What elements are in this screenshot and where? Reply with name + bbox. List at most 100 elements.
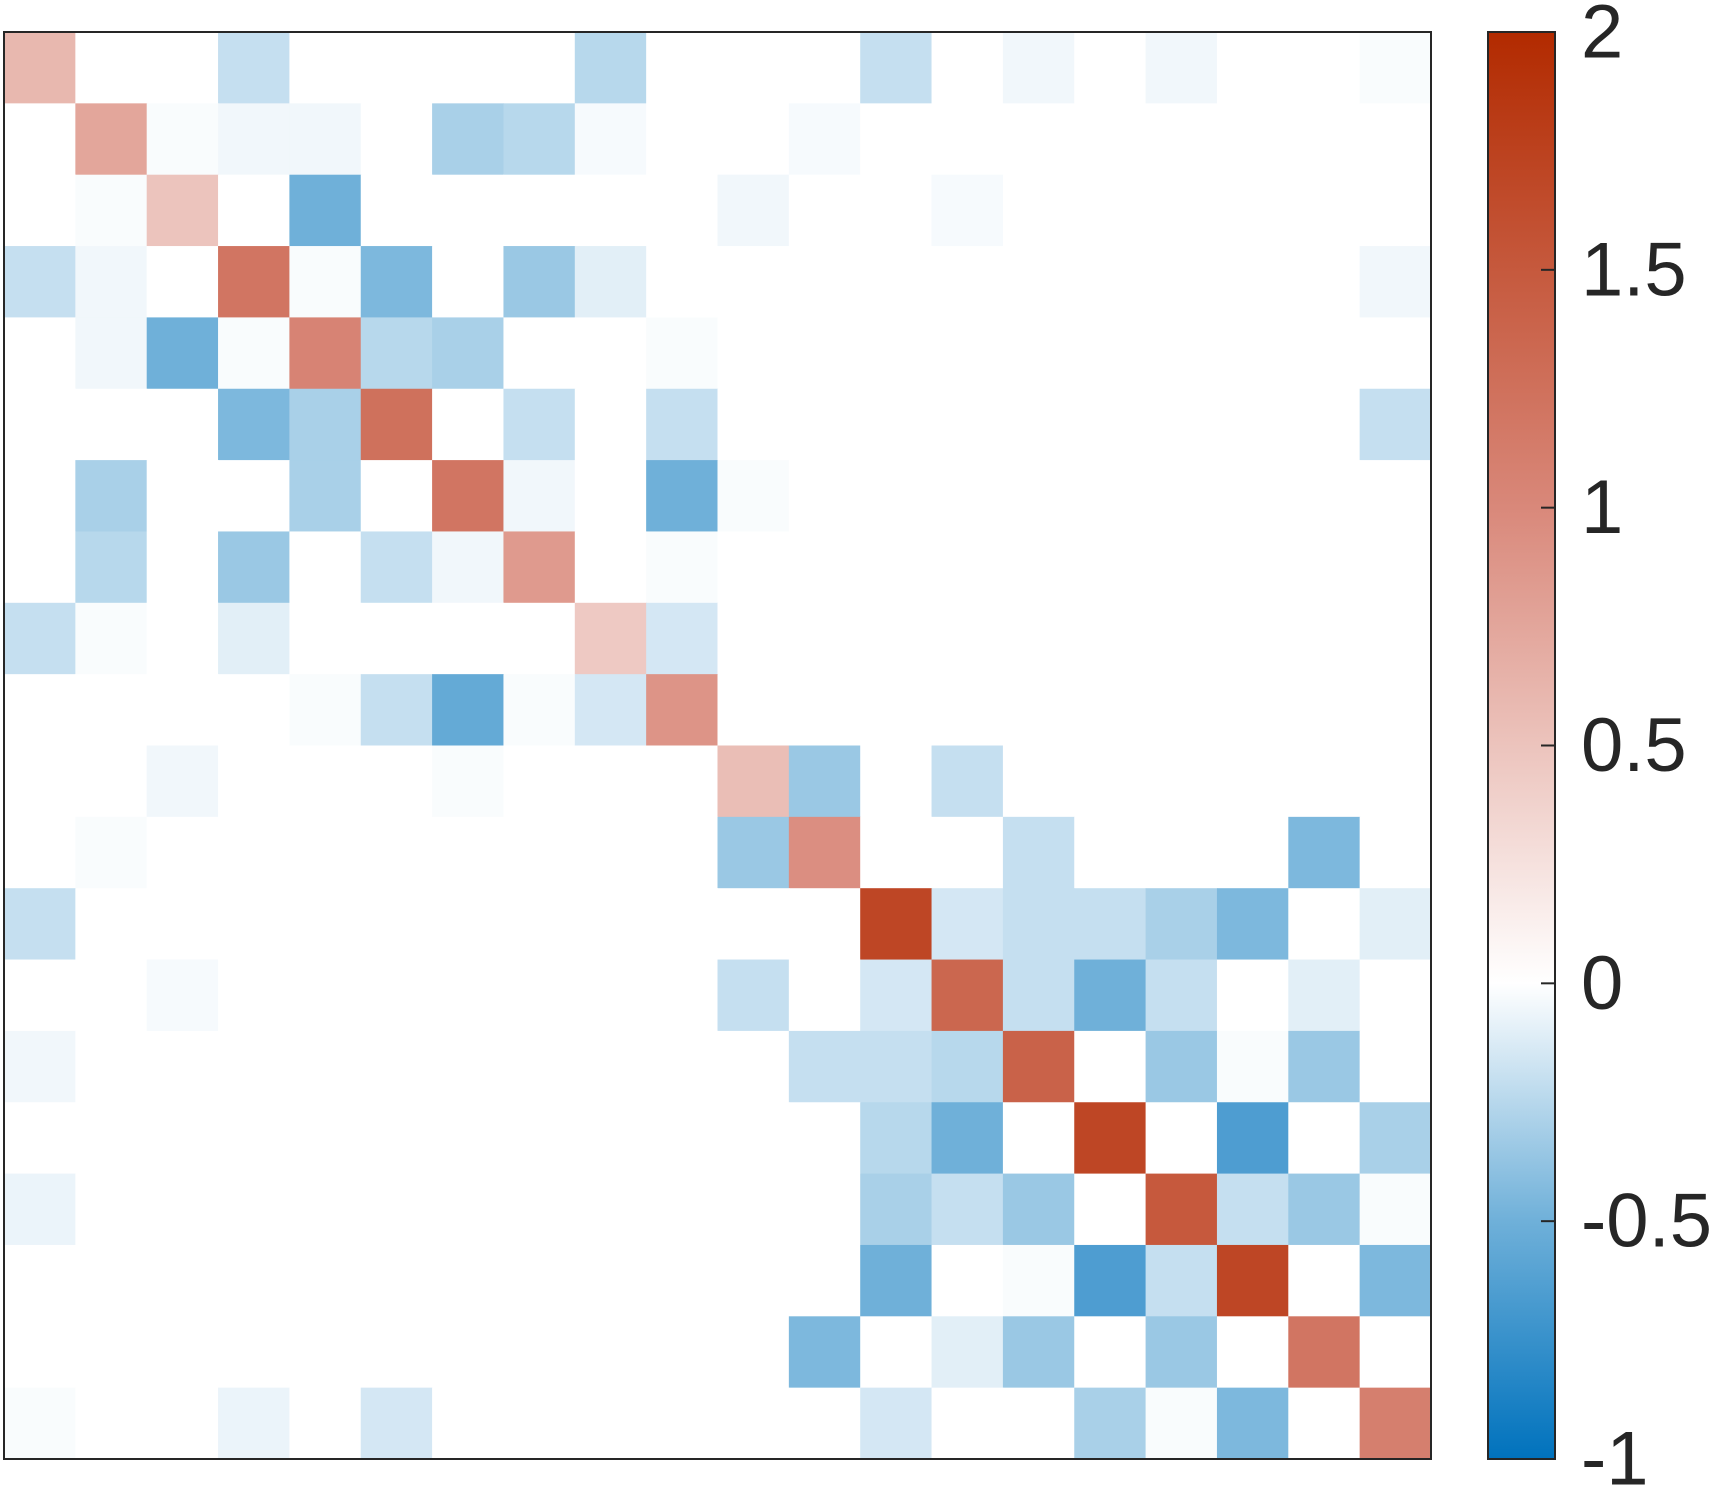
heatmap-cell [1145,317,1218,390]
heatmap-cell [931,816,1004,889]
heatmap-cell [1359,1387,1432,1460]
heatmap-cell [503,246,576,318]
heatmap-cell [574,103,647,176]
heatmap-cell [289,531,362,604]
heatmap-cell [146,959,219,1032]
heatmap-cell [1359,1316,1432,1389]
heatmap-cell [146,1244,219,1317]
heatmap-cell [432,1030,505,1103]
heatmap-cell [860,531,933,604]
heatmap-cell [646,602,719,675]
heatmap-cell [503,174,576,247]
heatmap-cell [360,1387,433,1460]
heatmap-cell [503,1316,576,1389]
heatmap-cell [788,460,861,533]
heatmap-cell [1288,460,1361,533]
heatmap-cell [931,103,1004,176]
heatmap-cell [503,1030,576,1103]
heatmap-cell [646,1387,719,1460]
heatmap-cell [218,531,290,604]
heatmap-cell [432,959,505,1032]
heatmap-cell [75,317,148,390]
heatmap-cell [432,388,505,461]
heatmap-cell [1074,816,1147,889]
heatmap-cell [1216,32,1289,104]
heatmap-cell [432,1102,505,1175]
heatmap-cell [432,674,505,747]
heatmap-cell [218,1387,290,1460]
heatmap-cell [289,1244,362,1317]
heatmap-cell [860,103,933,176]
colorbar-tick-label: 0.5 [1581,703,1687,788]
heatmap-cell [4,745,76,818]
heatmap-cell [1288,602,1361,675]
heatmap-cell [574,959,647,1032]
heatmap-cell [1145,959,1218,1032]
heatmap-cell [931,1387,1004,1460]
heatmap-cell [1288,1244,1361,1317]
heatmap-cell [1002,317,1075,390]
heatmap-cell [931,888,1004,961]
heatmap-cell [717,745,790,818]
heatmap-cell [75,1102,148,1175]
heatmap-cell [360,174,433,247]
heatmap-cell [1145,602,1218,675]
heatmap-cell [1002,531,1075,604]
heatmap-cell [218,888,290,961]
heatmap-cell [574,531,647,604]
heatmap-cell [931,959,1004,1032]
heatmap-cell [574,1102,647,1175]
heatmap-cell [1145,174,1218,247]
heatmap-cell [1074,1316,1147,1389]
heatmap-cell [75,531,148,604]
heatmap-cell [1216,888,1289,961]
heatmap-cell [1145,1387,1218,1460]
heatmap-cell [860,888,933,961]
heatmap-cell [1074,745,1147,818]
heatmap-cell [1359,745,1432,818]
heatmap-cell [788,1387,861,1460]
heatmap-cell [75,1173,148,1246]
heatmap-cell [574,1316,647,1389]
heatmap-cell [1074,317,1147,390]
heatmap-cell [1002,888,1075,961]
heatmap-cell [860,388,933,461]
heatmap-cell [1145,1244,1218,1317]
heatmap-cell [646,174,719,247]
heatmap-cell [788,1102,861,1175]
heatmap-cell [360,1244,433,1317]
heatmap-cell [1002,959,1075,1032]
heatmap-cell [75,888,148,961]
heatmap-cell [218,602,290,675]
heatmap-cell [4,388,76,461]
heatmap-cell [218,32,290,104]
heatmap-cell [75,745,148,818]
heatmap-cell [574,1173,647,1246]
heatmap-cell [432,32,505,104]
heatmap-cell [1359,1173,1432,1246]
heatmap-cell [503,674,576,747]
heatmap-cell [1359,246,1432,318]
heatmap-cell [146,1316,219,1389]
heatmap-cell [1002,460,1075,533]
heatmap-cell [1074,32,1147,104]
heatmap-cell [717,959,790,1032]
heatmap-cell [75,1316,148,1389]
heatmap-cell [1359,816,1432,889]
heatmap-cell [574,674,647,747]
heatmap-cell [860,959,933,1032]
heatmap-cell [360,959,433,1032]
heatmap-cell [717,602,790,675]
heatmap-cell [1002,1244,1075,1317]
heatmap-cell [503,388,576,461]
heatmap-cell [931,1316,1004,1389]
heatmap-cell [146,1173,219,1246]
heatmap-cell [289,103,362,176]
heatmap-cell [1288,531,1361,604]
heatmap-cell [218,388,290,461]
heatmap-cell [1288,32,1361,104]
heatmap-cell [717,1316,790,1389]
heatmap-cell [1074,674,1147,747]
heatmap-cell [1074,888,1147,961]
